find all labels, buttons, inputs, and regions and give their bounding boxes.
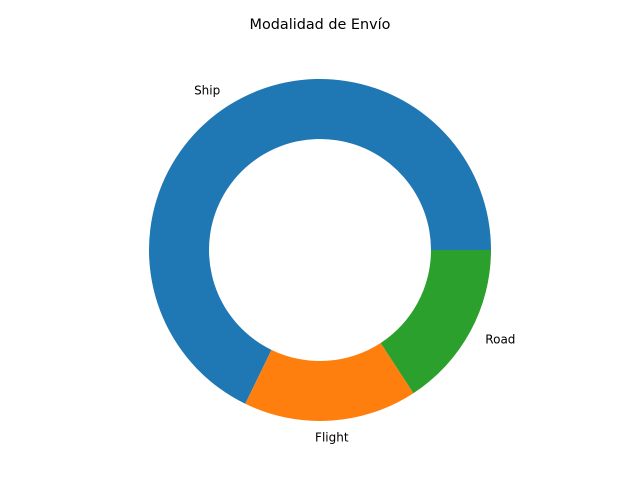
slice-label-flight: Flight — [315, 431, 349, 445]
slice-ship — [149, 79, 492, 404]
labels-group: Ship Flight Road — [194, 84, 515, 445]
slice-road — [380, 250, 491, 394]
slice-label-ship: Ship — [194, 84, 220, 98]
chart-title: Modalidad de Envío — [250, 17, 391, 33]
slice-flight — [245, 342, 414, 421]
slices-group — [149, 79, 492, 421]
slice-label-road: Road — [485, 333, 515, 347]
